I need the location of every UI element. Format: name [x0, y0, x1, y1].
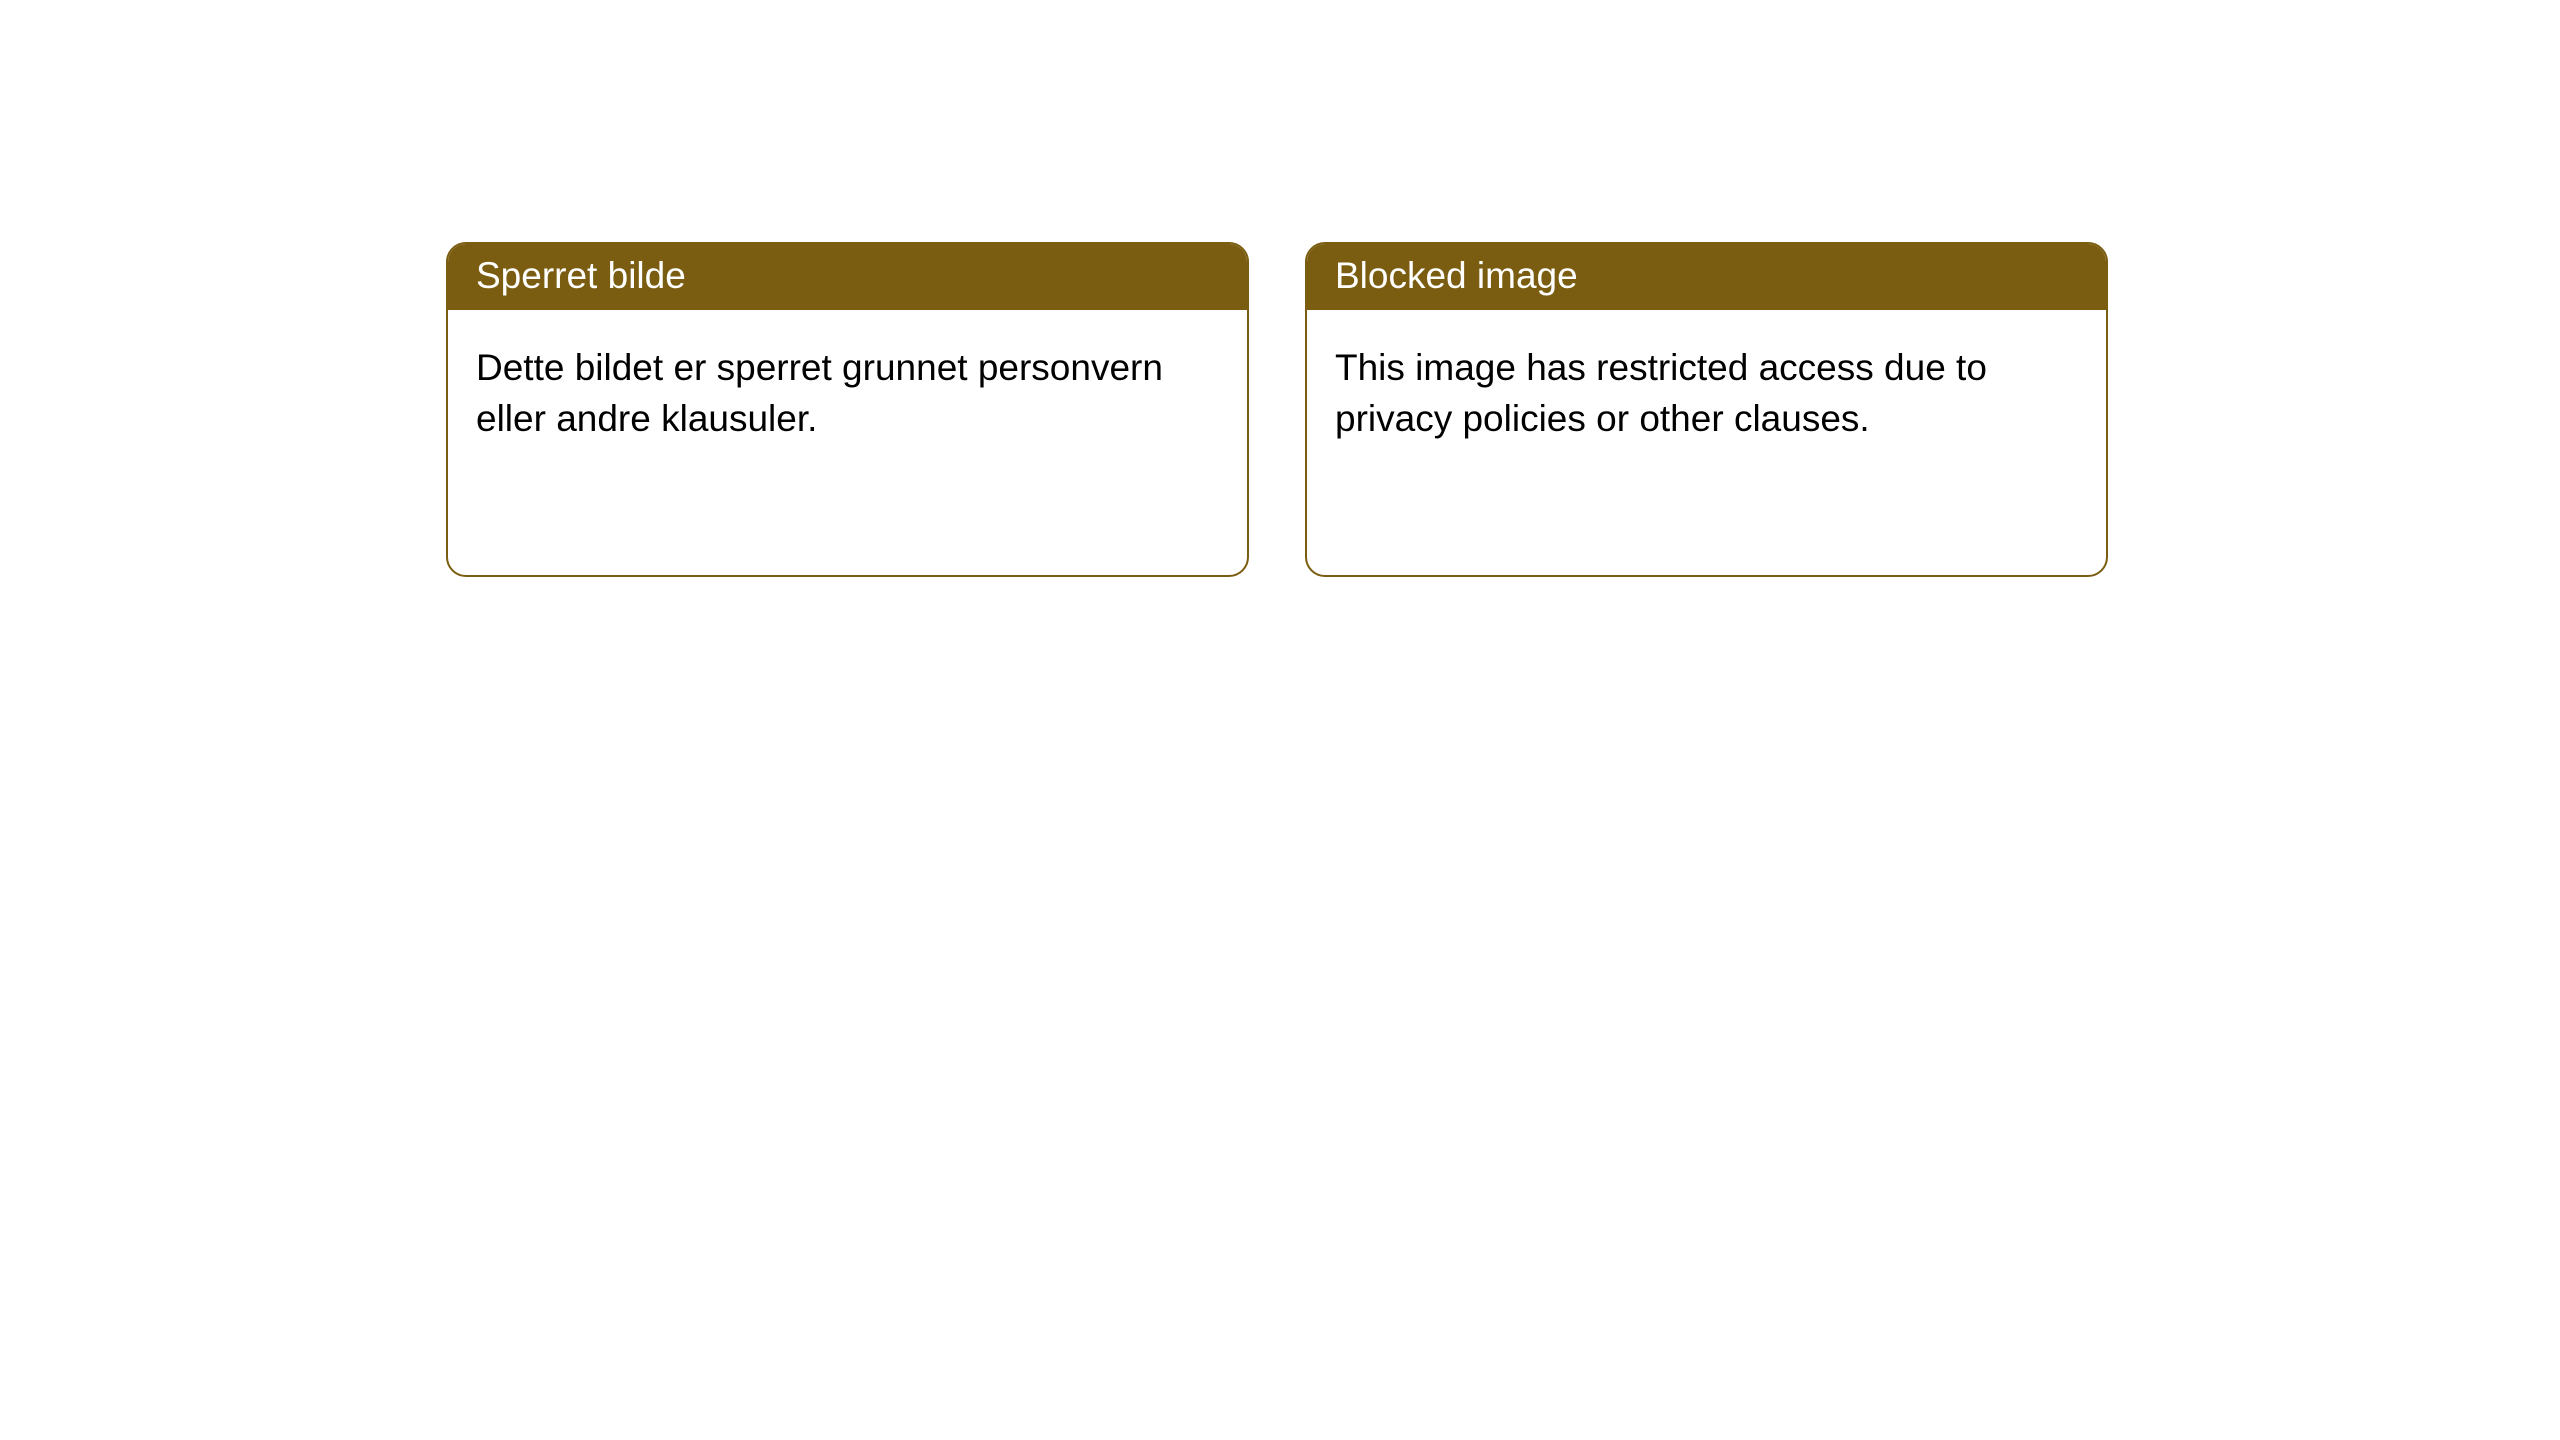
card-norwegian: Sperret bilde Dette bildet er sperret gr… [446, 242, 1249, 577]
card-body-norwegian: Dette bildet er sperret grunnet personve… [448, 310, 1247, 476]
card-header-norwegian: Sperret bilde [448, 244, 1247, 310]
card-header-english: Blocked image [1307, 244, 2106, 310]
card-english: Blocked image This image has restricted … [1305, 242, 2108, 577]
card-container: Sperret bilde Dette bildet er sperret gr… [0, 0, 2560, 577]
card-body-english: This image has restricted access due to … [1307, 310, 2106, 476]
